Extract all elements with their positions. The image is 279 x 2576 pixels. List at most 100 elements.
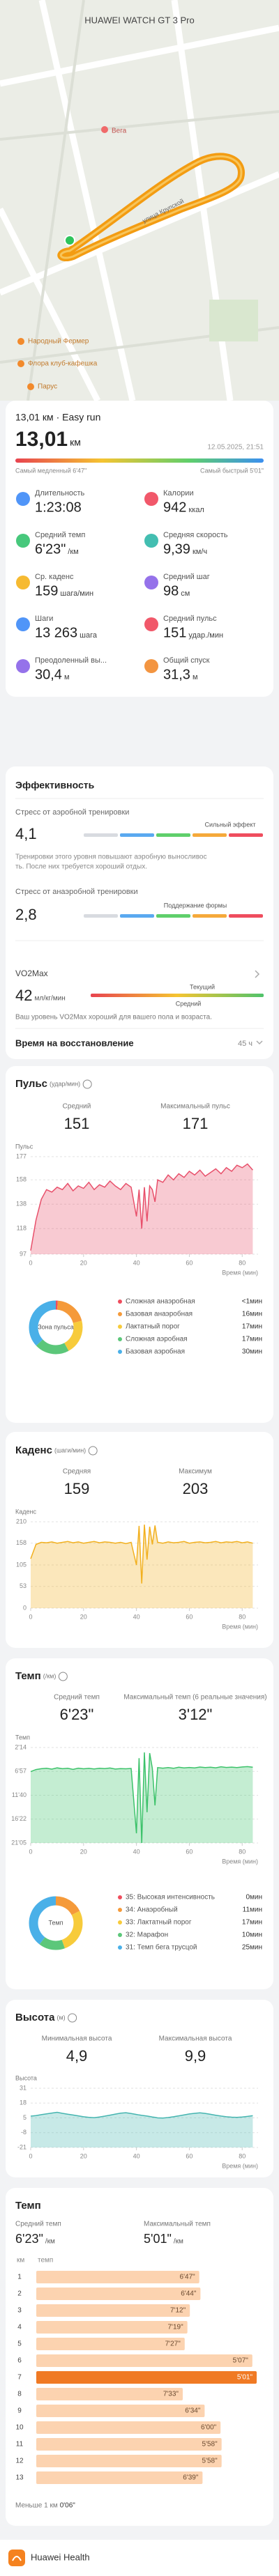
stat-label: Средняя (63, 1468, 91, 1476)
donut-label: Темп (48, 1919, 63, 1926)
section-title: Каденс (15, 1444, 52, 1456)
map: Вега улица Крупской Народный Фермер Флор… (0, 0, 279, 403)
x-axis-label: Время (мин) (222, 1858, 258, 1865)
recovery-value: 45 ч (238, 1040, 252, 1048)
metric-icon (16, 492, 30, 506)
km-label: 8 (17, 2391, 22, 2398)
x-tick-label: 20 (80, 1848, 87, 1855)
metric-icon (144, 617, 158, 631)
pace-value: 6'34" (185, 2407, 201, 2415)
stat-label: Средний (63, 1103, 91, 1111)
pace-value: 7'27" (165, 2340, 181, 2348)
y-tick-label: -21 (17, 2143, 27, 2150)
y-tick-label: 158 (16, 1176, 27, 1183)
km-label: 6 (17, 2357, 22, 2365)
section-unit: (/км) (43, 1672, 56, 1679)
stat-value: 159 (64, 1480, 90, 1497)
y-tick-label: 97 (20, 1250, 27, 1257)
y-axis-label: Пульс (15, 1143, 33, 1150)
metric-unit: ккал (188, 506, 204, 514)
stat-label: Максимальный пульс (160, 1103, 230, 1111)
y-tick-label: 105 (16, 1561, 27, 1568)
pace-bar (36, 2338, 185, 2350)
y-tick-label: 2'14 (15, 1743, 27, 1750)
recovery-label: Время на восстановление (15, 1038, 134, 1048)
area (31, 1164, 253, 1254)
km-label: 4 (17, 2324, 22, 2331)
distance: 13,01 (15, 428, 68, 451)
metric-value: 151 (163, 625, 186, 640)
effect-bar-segment (193, 833, 227, 837)
line (30, 2111, 253, 2119)
app-logo (8, 2550, 25, 2566)
section-unit: (шаги/мин) (54, 1447, 86, 1453)
metric-label: Общий спуск (163, 656, 210, 665)
pace-bar (36, 2421, 221, 2434)
y-tick-label: 6'57 (15, 1768, 27, 1775)
donut-segment (29, 1300, 83, 1355)
fastest: Самый быстрый 5'01" (200, 467, 264, 474)
metric-value: 159 (35, 583, 58, 599)
line (30, 1525, 253, 1584)
legend-label: 35: Высокая интенсивность (126, 1894, 215, 1902)
stat-value: 3'12" (179, 1706, 213, 1723)
date: 12.05.2025, 21:51 (207, 444, 264, 452)
km-label: 10 (15, 2424, 24, 2432)
slowest: Самый медленный 6'47" (15, 467, 86, 474)
legend-value: 17мин (242, 1919, 262, 1927)
x-tick-label: 0 (29, 1259, 32, 1266)
pace-value: 6'00" (201, 2424, 217, 2432)
pace-value: 5'07" (233, 2357, 249, 2365)
stat-value: 151 (64, 1115, 90, 1132)
km-label: 9 (17, 2407, 22, 2415)
table-header: км (17, 2257, 24, 2265)
legend-label: 34: Анаэробный (126, 1906, 178, 1914)
x-tick-label: 80 (239, 1848, 246, 1855)
legend-label: Базовая аэробная (126, 1348, 185, 1356)
effect-bar-segment (193, 914, 227, 918)
legend-dot (118, 1945, 122, 1950)
remainder-label: Меньше 1 км (15, 2502, 58, 2510)
x-tick-label: 40 (133, 2152, 140, 2159)
pace-bar (36, 2304, 190, 2317)
x-axis-label: Время (мин) (222, 1623, 258, 1630)
effect-bar-segment (84, 914, 118, 918)
speed-bar (15, 458, 264, 463)
section-title: Эффективность (15, 780, 95, 791)
area (31, 1752, 253, 1843)
metric-icon (16, 659, 30, 673)
y-tick-label: 210 (16, 1518, 27, 1525)
metric-unit: удар./мин (188, 631, 223, 640)
legend-dot (118, 1325, 122, 1329)
stat-label: Максимум (179, 1468, 212, 1476)
x-tick-label: 20 (80, 1613, 87, 1620)
y-tick-label: 158 (16, 1539, 27, 1546)
line (30, 1752, 253, 1844)
line (30, 1163, 253, 1251)
poi (101, 126, 108, 133)
pace-value: 5'58" (202, 2458, 218, 2465)
y-tick-label: 16'22 (11, 1815, 27, 1822)
legend-dot (118, 1908, 122, 1912)
pace-value: 7'12" (170, 2307, 186, 2315)
x-axis-label: Время (мин) (222, 1269, 258, 1276)
km-label: 7 (17, 2374, 22, 2382)
stat-label: Максимальный темп (144, 2221, 211, 2228)
section-title: Высота (15, 2012, 55, 2023)
map-label: Народный Фермер (28, 338, 89, 346)
pace-value: 7'19" (168, 2324, 184, 2331)
map-park (209, 300, 258, 341)
legend-value: 0мин (246, 1894, 262, 1902)
metric-unit: см (181, 589, 190, 598)
x-tick-label: 60 (186, 1613, 193, 1620)
legend-label: Сложная анаэробная (126, 1297, 195, 1306)
pace-bar (36, 2354, 252, 2367)
x-tick-label: 20 (80, 2152, 87, 2159)
metric-icon (144, 659, 158, 673)
stress-value: 4,1 (15, 825, 37, 842)
vo2max-bar (91, 994, 264, 997)
metric-icon (16, 617, 30, 631)
metric-value: 98 (163, 583, 179, 599)
